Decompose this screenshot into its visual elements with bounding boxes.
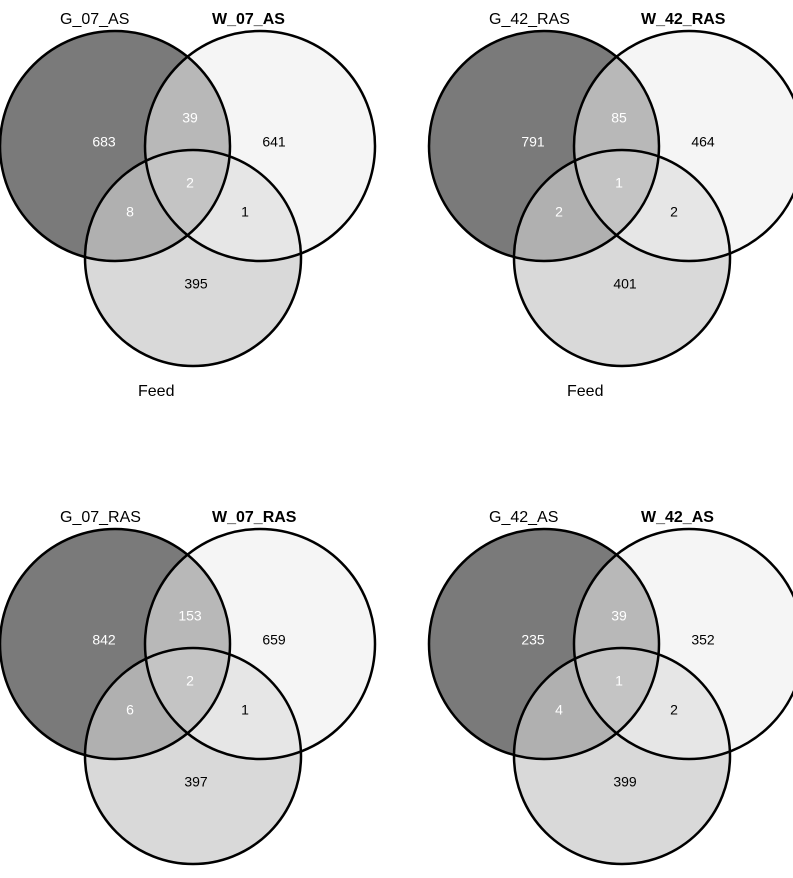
count-a-only: 842 [92, 632, 116, 648]
count-b-only: 464 [691, 134, 715, 150]
set-b-label: W_42_RAS [641, 11, 726, 28]
count-abc: 1 [615, 175, 623, 191]
set-a-outline [427, 29, 661, 263]
set-a-outline [0, 29, 232, 263]
count-ab: 85 [611, 110, 627, 126]
count-b-only: 352 [691, 632, 715, 648]
count-b-only: 659 [262, 632, 286, 648]
count-bc: 1 [241, 702, 249, 718]
count-ac: 6 [126, 702, 134, 718]
set-c-label: Feed [567, 383, 603, 400]
set-a-outline [0, 527, 232, 761]
venn-panel-g42ras-w42ras-feed: G_42_RAS W_42_RAS Feed 791 464 85 1 2 2 401 [427, 11, 793, 400]
set-b-label: W_42_AS [641, 509, 714, 526]
count-abc: 2 [186, 175, 194, 191]
set-a-label: G_42_AS [489, 509, 558, 526]
count-ab: 39 [182, 110, 198, 126]
set-c-outline [512, 148, 732, 368]
count-bc: 2 [670, 702, 678, 718]
count-bc: 2 [670, 204, 678, 220]
set-b-outline [572, 527, 793, 761]
set-c-outline [83, 148, 303, 368]
count-a-only: 791 [521, 134, 545, 150]
set-c-label: Feed [138, 383, 174, 400]
count-ab: 153 [178, 608, 202, 624]
count-ab: 39 [611, 608, 627, 624]
count-abc: 1 [615, 673, 623, 689]
count-c-only: 401 [613, 276, 637, 292]
set-b-label: W_07_RAS [212, 509, 297, 526]
count-c-only: 397 [184, 774, 208, 790]
set-a-label: G_07_RAS [60, 509, 141, 526]
set-a-outline [427, 527, 661, 761]
count-a-only: 235 [521, 632, 545, 648]
count-ac: 4 [555, 702, 563, 718]
count-ac: 2 [555, 204, 563, 220]
count-c-only: 395 [184, 276, 208, 292]
count-c-only: 399 [613, 774, 637, 790]
set-c-outline [83, 646, 303, 866]
set-a-label: G_42_RAS [489, 11, 570, 28]
count-a-only: 683 [92, 134, 116, 150]
count-abc: 2 [186, 673, 194, 689]
count-ac: 8 [126, 204, 134, 220]
venn-panel-g42as-w42as-feed: G_42_ASW_42_ASFeed23535239142399 [427, 509, 793, 866]
set-a-label: G_07_AS [60, 11, 129, 28]
set-b-label: W_07_AS [212, 11, 285, 28]
set-b-outline [143, 527, 377, 761]
set-c-outline [512, 646, 732, 866]
count-bc: 1 [241, 204, 249, 220]
set-b-outline [143, 29, 377, 263]
venn-panel-g07as-w07as-feed: G_07_AS W_07_AS Feed 683 641 39 2 8 1 395 [0, 11, 377, 400]
set-b-outline [572, 29, 793, 263]
count-b-only: 641 [262, 134, 286, 150]
